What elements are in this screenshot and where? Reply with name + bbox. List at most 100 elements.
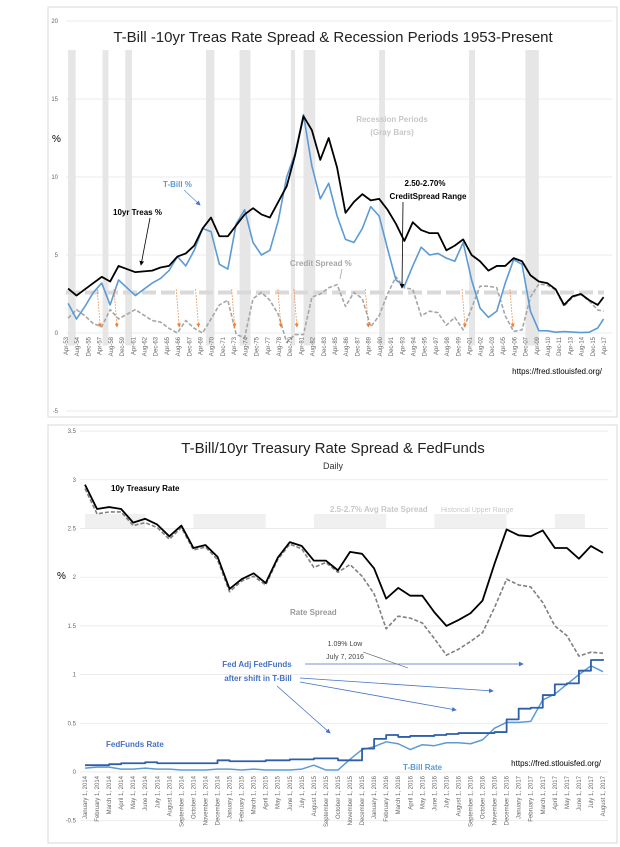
chart2-annotation-arrows (276, 651, 524, 734)
fed-adj-label-1: Fed Adj FedFunds (222, 660, 292, 669)
x-tick-label: December 1, 2016 (505, 775, 511, 825)
x-tick-label: April 1, 2016 (408, 775, 414, 809)
orange-arrow (113, 289, 119, 328)
x-tick-label: Dec-15 (591, 336, 597, 356)
x-tick-label: Apr-09 (535, 336, 541, 355)
x-tick-label: Apr-17 (602, 336, 608, 355)
x-tick-label: October 1, 2014 (191, 775, 197, 819)
upper-range-band (193, 513, 266, 529)
tbill-rate-line (84, 665, 604, 771)
y-tick-label: 0.5 (68, 721, 77, 727)
y-tick-label: 5 (55, 253, 59, 259)
treas-label: 10yr Treas % (113, 208, 162, 217)
credit-spread-line (67, 276, 604, 344)
upper-range-band (313, 513, 387, 529)
x-tick-label: Dec-99 (456, 336, 462, 356)
tbill-label: T-Bill % (163, 180, 192, 189)
y-tick-label: 0 (55, 331, 59, 337)
x-tick-label: December 1, 2014 (216, 775, 222, 825)
orange-arrow (195, 289, 201, 328)
x-tick-label: Dec-59 (120, 336, 126, 356)
x-tick-label: April 1, 2017 (553, 775, 559, 809)
x-tick-label: Dec-75 (255, 336, 261, 356)
y-tick-label: 3 (73, 478, 77, 484)
upper-range-label-b: Historical Upper Range (441, 507, 513, 514)
x-tick-label: Aug-62 (142, 336, 148, 356)
x-tick-label: April 1, 2015 (264, 775, 270, 809)
x-tick-label: Dec-63 (154, 336, 160, 356)
recession-label-1: Recession Periods (356, 115, 428, 124)
chart1-frame (47, 6, 618, 418)
orange-arrow (231, 289, 237, 328)
y-tick-label: 2 (73, 575, 77, 581)
x-tick-label: January 1, 2015 (228, 775, 234, 819)
x-tick-label: Aug-54 (75, 336, 81, 356)
upper-range-band (85, 513, 146, 529)
x-tick-label: August 1, 2016 (456, 775, 462, 816)
x-tick-label: January 1, 2014 (83, 775, 89, 819)
spread-arrow (339, 268, 343, 280)
recession-label-2: (Gray Bars) (370, 128, 414, 137)
recession-bar (102, 50, 109, 346)
x-tick-label: September 1, 2014 (179, 775, 185, 827)
y-tick-label: 1 (73, 673, 77, 679)
x-tick-label: Apr-13 (568, 336, 574, 355)
x-tick-label: Apr-93 (400, 336, 406, 355)
chart2-source[interactable]: https://fred.stlouisfed.org/ (511, 759, 602, 768)
x-tick-label: March 1, 2015 (252, 775, 258, 814)
x-tick-label: Apr-81 (299, 336, 305, 355)
x-tick-label: Dec-67 (187, 336, 193, 356)
x-tick-label: August 1, 2015 (312, 775, 318, 816)
x-tick-label: Aug-70 (210, 336, 216, 356)
x-tick-label: Dec-87 (355, 336, 361, 356)
x-tick-label: Aug-06 (512, 336, 518, 356)
y-tick-label: 3.5 (68, 429, 77, 435)
x-tick-label: Dec-11 (557, 336, 563, 356)
y-tick-label: 2.5 (68, 527, 77, 533)
spread-label: Credit Spread % (290, 259, 352, 268)
x-tick-label: Apr-69 (199, 336, 205, 355)
x-tick-label: November 1, 2015 (348, 775, 354, 825)
x-tick-label: Apr-85 (333, 336, 339, 355)
chart2-subtitle: Daily (323, 461, 344, 471)
recession-bar (290, 50, 296, 346)
x-tick-label: March 1, 2014 (107, 775, 113, 814)
chart2-ylabel: % (57, 571, 66, 582)
orange-arrow (175, 289, 181, 328)
low-label-2: July 7, 2016 (326, 654, 364, 661)
range-arrow (399, 201, 405, 289)
x-tick-label: July 1, 2017 (589, 775, 595, 808)
x-tick-label: July 1, 2015 (300, 775, 306, 808)
x-tick-label: June 1, 2015 (288, 775, 294, 810)
x-tick-label: Aug-14 (580, 336, 586, 356)
x-tick-label: August 1, 2014 (167, 775, 173, 816)
upper-range-band (554, 513, 585, 529)
x-tick-label: April 1, 2014 (119, 775, 125, 809)
x-tick-label: September 1, 2016 (468, 775, 474, 827)
low-arrow (362, 651, 409, 669)
x-tick-label: February 1, 2017 (529, 775, 535, 821)
x-tick-label: Apr-61 (131, 336, 137, 355)
y-tick-label: 15 (51, 97, 58, 103)
tbill-rate-label: T-Bill Rate (403, 763, 443, 772)
recession-bar (525, 50, 539, 346)
x-tick-label: Apr-65 (165, 336, 171, 355)
x-tick-label: August 1, 2017 (601, 775, 607, 816)
x-tick-label: Apr-89 (367, 336, 373, 355)
x-tick-label: Apr-97 (434, 336, 440, 355)
chart1-title: T-Bill -10yr Treas Rate Spread & Recessi… (113, 29, 553, 46)
upper-range-label-a: 2.5-2.7% Avg Rate Spread (330, 505, 428, 514)
x-tick-label: Aug-66 (176, 336, 182, 356)
chart1-source[interactable]: https://fred.stlouisfed.org/ (512, 367, 603, 376)
orange-arrow (509, 289, 515, 328)
chart1-ylabel: % (52, 134, 61, 145)
x-tick-label: January 1, 2017 (517, 775, 523, 819)
x-tick-label: Apr-77 (266, 336, 272, 355)
tbill-arrow (183, 189, 201, 206)
orange-arrow (293, 289, 299, 328)
x-tick-label: Aug-58 (109, 336, 115, 356)
recession-bar (303, 50, 316, 346)
fedfunds-label: FedFunds Rate (106, 740, 164, 749)
tbill-line (67, 113, 605, 334)
